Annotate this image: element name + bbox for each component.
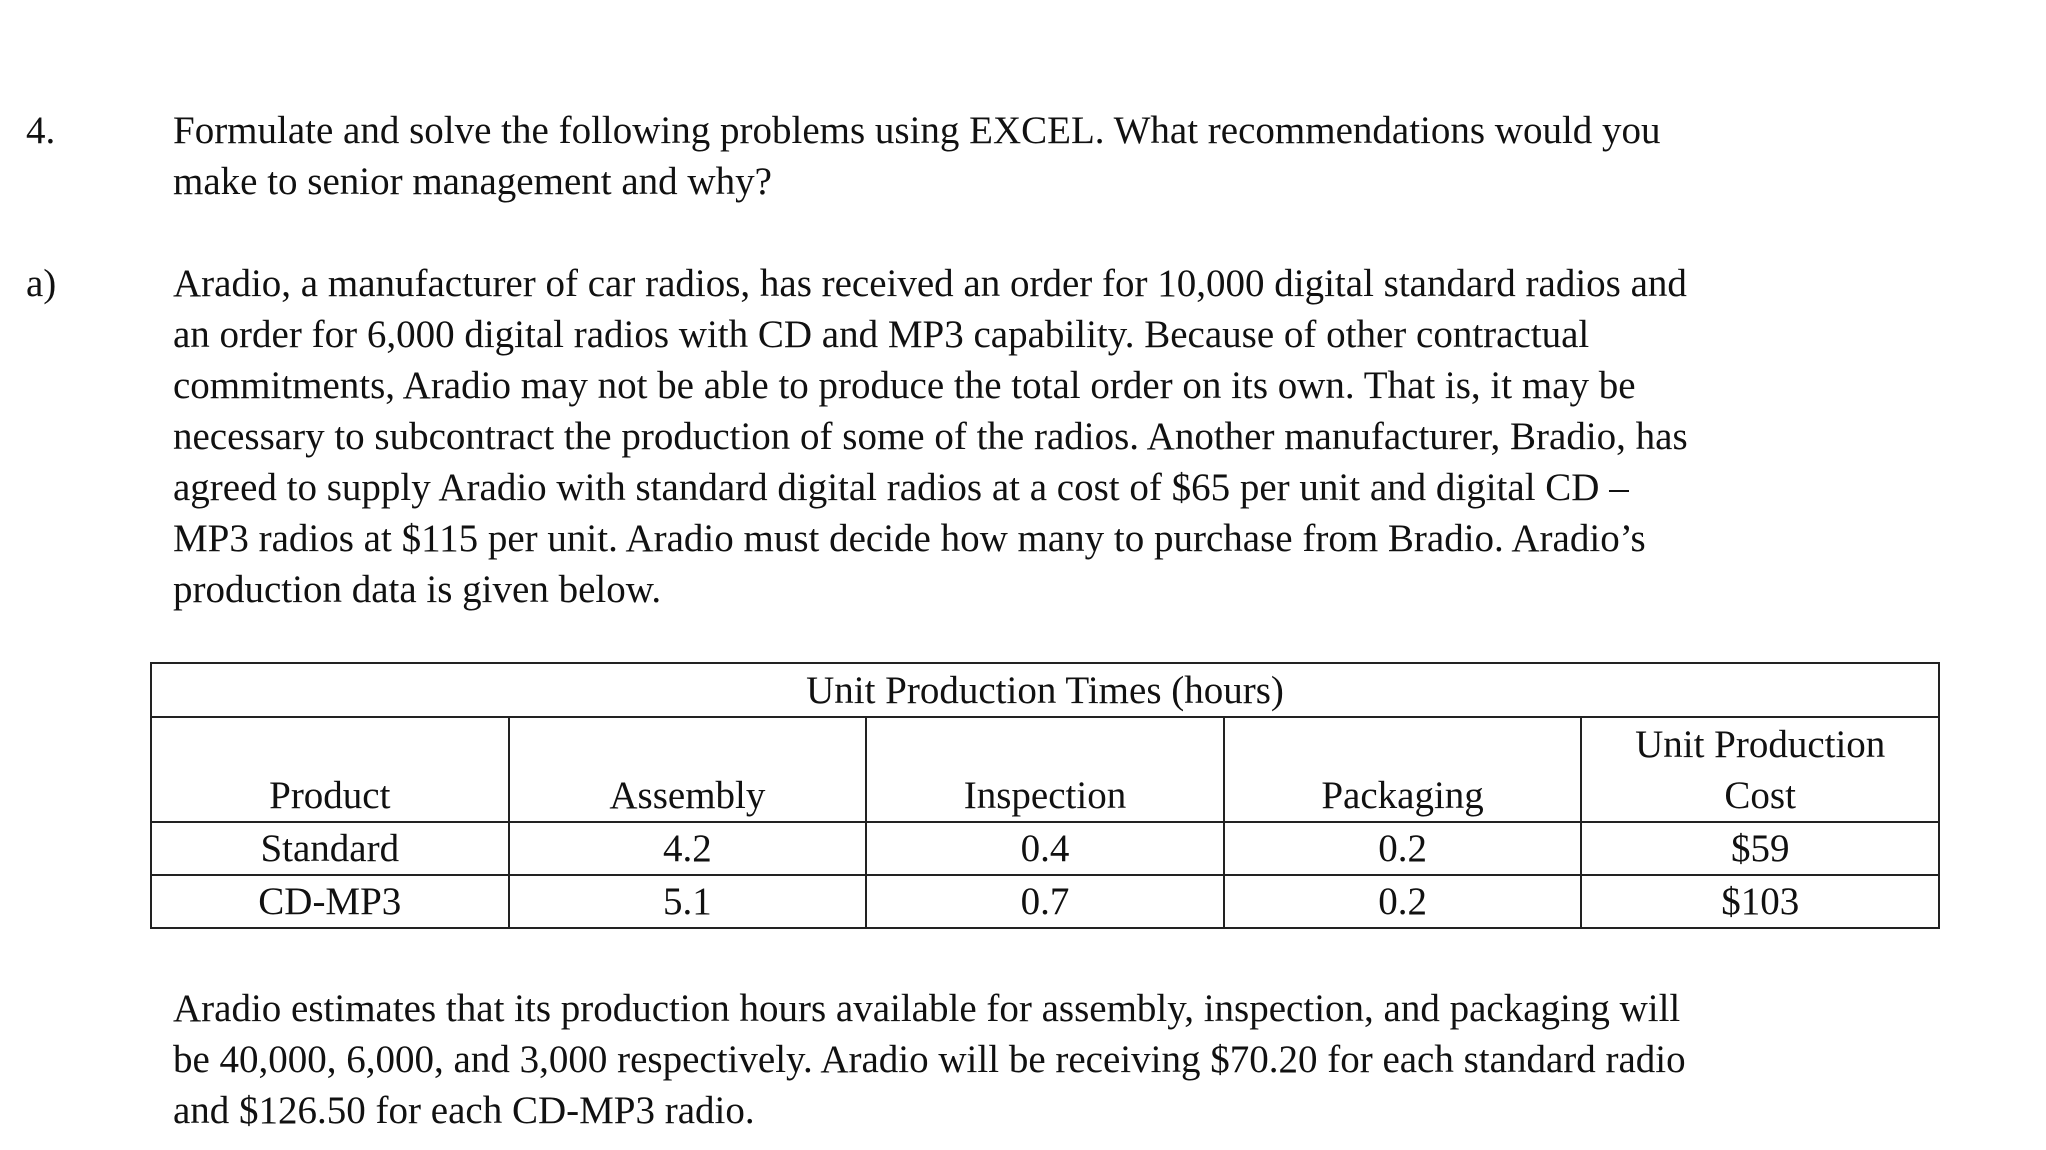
table-caption: Unit Production Times (hours) xyxy=(150,662,1940,718)
header-unit-cost-line2: Cost xyxy=(1724,774,1796,817)
cell-unit-cost: $103 xyxy=(1580,874,1940,929)
cell-inspection: 0.4 xyxy=(865,821,1225,876)
table-row: CD-MP3 5.1 0.7 0.2 $103 xyxy=(150,874,1940,929)
question-text: Formulate and solve the following proble… xyxy=(173,105,1661,207)
header-inspection: Inspection xyxy=(865,716,1225,823)
cell-packaging: 0.2 xyxy=(1222,874,1583,929)
header-product: Product xyxy=(150,716,510,823)
text-line: and $126.50 for each CD-MP3 radio. xyxy=(173,1089,755,1132)
text-line: commitments, Aradio may not be able to p… xyxy=(173,364,1636,407)
header-unit-cost-line1: Unit Production xyxy=(1635,723,1886,766)
cell-assembly: 4.2 xyxy=(507,821,868,876)
text-line: MP3 radios at $115 per unit. Aradio must… xyxy=(173,517,1646,560)
question-number: 4. xyxy=(26,109,56,152)
text-line: Aradio, a manufacturer of car radios, ha… xyxy=(173,262,1687,305)
cell-unit-cost: $59 xyxy=(1580,821,1940,876)
cell-assembly: 5.1 xyxy=(507,874,868,929)
text-line: production data is given below. xyxy=(173,568,662,611)
closing-text: Aradio estimates that its production hou… xyxy=(173,983,1686,1136)
text-line: make to senior management and why? xyxy=(173,160,772,203)
header-assembly: Assembly xyxy=(507,716,868,823)
text-line: be 40,000, 6,000, and 3,000 respectively… xyxy=(173,1038,1686,1081)
text-line: an order for 6,000 digital radios with C… xyxy=(173,313,1590,356)
cell-product: Standard xyxy=(150,821,510,876)
cell-inspection: 0.7 xyxy=(865,874,1225,929)
cell-packaging: 0.2 xyxy=(1222,821,1583,876)
production-data-table: Unit Production Times (hours) Product As… xyxy=(150,662,1940,929)
text-line: agreed to supply Aradio with standard di… xyxy=(173,466,1629,509)
cell-product: CD-MP3 xyxy=(150,874,510,929)
text-line: necessary to subcontract the production … xyxy=(173,415,1688,458)
header-unit-cost: Unit Production Cost xyxy=(1580,716,1940,823)
text-line: Aradio estimates that its production hou… xyxy=(173,987,1681,1030)
text-line: Formulate and solve the following proble… xyxy=(173,109,1661,152)
table-row: Standard 4.2 0.4 0.2 $59 xyxy=(150,821,1940,876)
part-a-text: Aradio, a manufacturer of car radios, ha… xyxy=(173,258,1688,615)
table-header-row: Product Assembly Inspection Packaging Un… xyxy=(150,716,1940,823)
header-packaging: Packaging xyxy=(1222,716,1583,823)
part-a-label: a) xyxy=(26,262,57,305)
